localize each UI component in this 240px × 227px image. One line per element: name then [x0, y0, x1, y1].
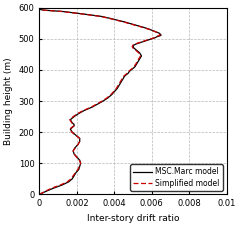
Simplified model: [74, 146, 77, 149]
Simplified model: [75, 156, 78, 158]
MSC.Marc model: [76, 136, 79, 138]
Simplified model: [136, 42, 139, 44]
MSC.Marc model: [75, 156, 78, 158]
Simplified model: [76, 136, 79, 138]
Y-axis label: Building height (m): Building height (m): [4, 57, 13, 145]
MSC.Marc model: [74, 146, 77, 149]
MSC.Marc model: [137, 42, 140, 44]
MSC.Marc model: [130, 69, 133, 71]
Legend: MSC.Marc model, Simplified model: MSC.Marc model, Simplified model: [130, 164, 223, 191]
Simplified model: [39, 8, 42, 11]
MSC.Marc model: [39, 8, 42, 11]
Line: MSC.Marc model: MSC.Marc model: [39, 10, 161, 194]
Line: Simplified model: Simplified model: [39, 10, 160, 194]
Simplified model: [155, 35, 158, 38]
Simplified model: [38, 193, 41, 196]
Simplified model: [129, 69, 132, 71]
MSC.Marc model: [38, 193, 41, 196]
X-axis label: Inter-story drift ratio: Inter-story drift ratio: [87, 214, 179, 223]
MSC.Marc model: [157, 35, 160, 38]
